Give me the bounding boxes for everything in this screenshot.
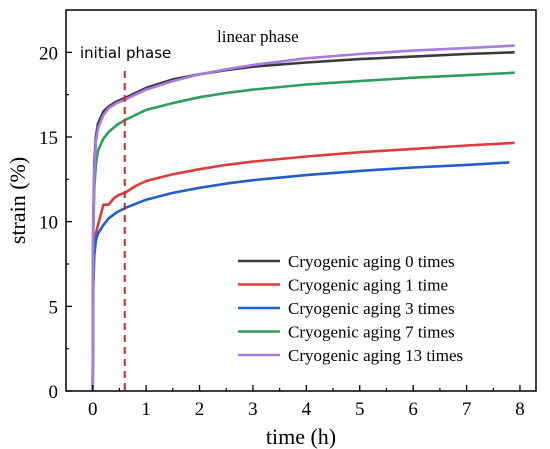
series-line-4: [91, 44, 515, 392]
legend-label-2: Cryogenic aging 3 times: [288, 299, 455, 318]
x-tick-label-3: 3: [248, 399, 258, 420]
axes-layer: 0 1 2 3 4 5 6 7 8 0 5 10 15 20: [39, 9, 537, 420]
series-line-3: [91, 71, 515, 392]
legend-label-1: Cryogenic aging 1 time: [288, 276, 448, 295]
y-tick-label-1: 5: [49, 297, 59, 318]
y-tick-label-2: 10: [39, 213, 58, 234]
y-tick-label-3: 15: [39, 128, 58, 149]
y-axis-label: strain (%): [5, 157, 30, 244]
initial-phase-annotation: initial phase: [80, 44, 171, 62]
x-axis-label: time (h): [266, 424, 336, 449]
legend: Cryogenic aging 0 times Cryogenic aging 1…: [238, 252, 463, 365]
x-tick-label-8: 8: [515, 399, 525, 420]
legend-label-4: Cryogenic aging 13 times: [288, 346, 463, 365]
legend-label-3: Cryogenic aging 7 times: [288, 323, 455, 342]
plot-frame: [65, 9, 537, 392]
series-layer: [91, 44, 515, 392]
y-tick-label-0: 0: [49, 382, 59, 403]
x-tick-label-6: 6: [408, 399, 418, 420]
series-line-2: [91, 161, 510, 392]
x-tick-label-4: 4: [302, 399, 312, 420]
x-tick-label-0: 0: [88, 399, 98, 420]
x-tick-label-2: 2: [195, 399, 205, 420]
legend-label-0: Cryogenic aging 0 times: [288, 252, 455, 271]
linear-phase-annotation: linear phase: [217, 27, 299, 46]
x-tick-label-7: 7: [462, 399, 472, 420]
y-tick-label-4: 20: [39, 43, 58, 64]
x-tick-label-1: 1: [141, 399, 151, 420]
x-tick-label-5: 5: [355, 399, 365, 420]
